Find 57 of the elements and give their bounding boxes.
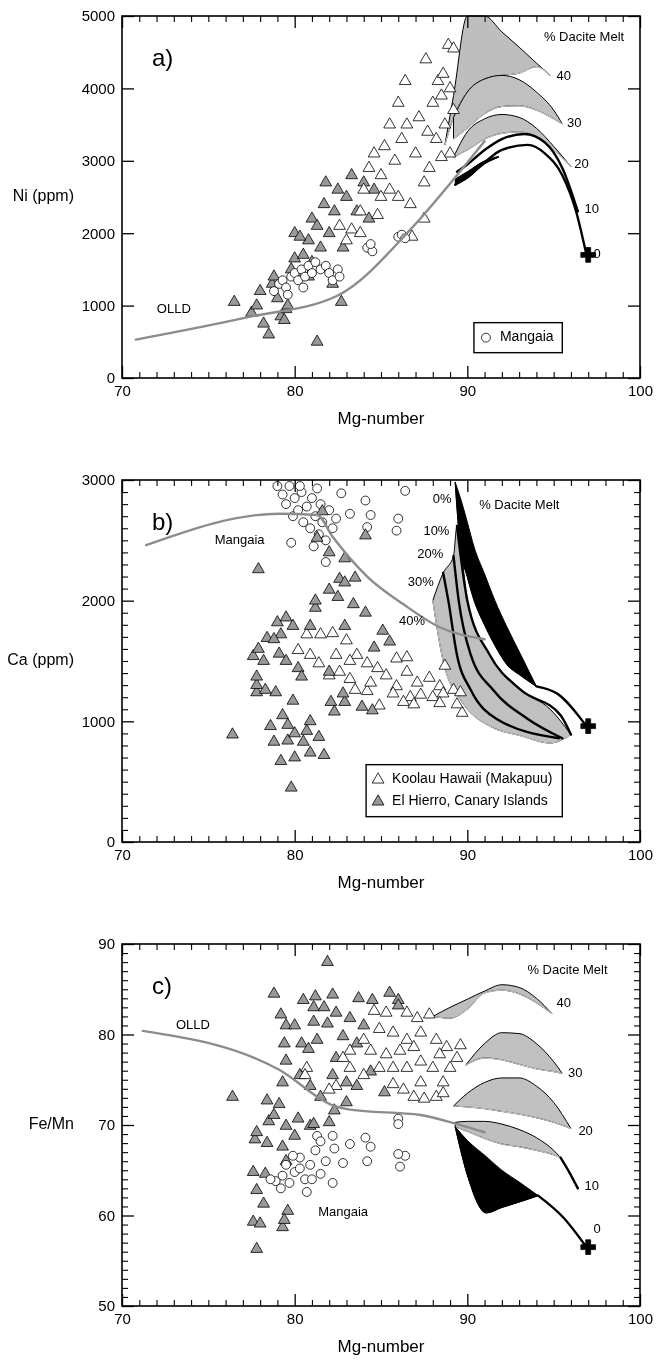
annotation: % Dacite Melt — [527, 961, 608, 977]
annotation: 10 — [584, 1177, 600, 1193]
x-tick-label: 80 — [286, 845, 304, 863]
text: c) — [152, 972, 172, 999]
x-tick-label: 90 — [459, 381, 477, 399]
y-tick-label: 90 — [98, 935, 115, 953]
annotation: Mangaia — [214, 531, 266, 547]
x-tick-label: 100 — [627, 381, 654, 399]
y-tick-label: 0 — [106, 369, 115, 387]
y-axis-title: Fe/Mn — [28, 1115, 74, 1133]
y-tick-label: 50 — [98, 1297, 115, 1315]
legend-label: El Hierro, Canary Islands — [392, 792, 548, 809]
annotation: 40% — [399, 613, 426, 629]
x-axis-title: Mg-number — [337, 409, 425, 428]
x-tick-label: 100 — [627, 845, 654, 863]
annotation: 40 — [556, 68, 572, 84]
annotation: Mangaia — [318, 1204, 369, 1220]
annotation: 30 — [568, 1064, 583, 1080]
y-tick-label: 2000 — [81, 224, 115, 242]
y-axis-title: Ni (ppm) — [12, 187, 74, 205]
text: a) — [152, 44, 174, 71]
y-tick-label: 70 — [98, 1116, 115, 1134]
x-axis-title: Mg-number — [337, 1337, 425, 1356]
y-tick-label: 60 — [98, 1206, 115, 1224]
annotation: % Dacite Melt — [479, 496, 560, 512]
annotation: OLLD — [175, 1016, 210, 1032]
y-tick-label: 1000 — [81, 296, 115, 314]
annotation: % Dacite Melt — [543, 29, 625, 45]
x-tick-label: 90 — [459, 845, 477, 863]
legend-label: Mangaia — [499, 328, 554, 345]
annotation: 30 — [566, 114, 582, 130]
annotation: 0 — [593, 1221, 601, 1237]
x-tick-label: 90 — [459, 1309, 477, 1327]
annotation: 30% — [407, 573, 435, 589]
y-axis-title: Ca (ppm) — [7, 651, 74, 669]
annotation: 0% — [432, 491, 452, 507]
annotation: 20% — [417, 546, 444, 562]
text: b) — [152, 508, 174, 535]
y-tick-label: 0 — [106, 833, 115, 851]
annotation: 20 — [578, 1122, 593, 1138]
annotation: 10% — [423, 523, 450, 539]
legend-label: Koolau Hawaii (Makapuu) — [392, 770, 553, 787]
x-tick-label: 80 — [286, 1309, 304, 1327]
y-tick-label: 2000 — [81, 591, 115, 609]
y-tick-label: 3000 — [81, 471, 115, 489]
x-axis-title: Mg-number — [337, 873, 425, 892]
y-tick-label: 4000 — [81, 79, 115, 97]
annotation: 40 — [556, 995, 572, 1011]
x-tick-label: 100 — [627, 1309, 654, 1327]
annotation: 20 — [574, 156, 589, 172]
annotation: OLLD — [156, 301, 191, 317]
y-tick-label: 1000 — [81, 712, 115, 730]
annotation: 10 — [584, 200, 600, 216]
x-tick-label: 80 — [286, 381, 304, 399]
y-tick-label: 5000 — [81, 7, 115, 25]
y-tick-label: 80 — [98, 1025, 115, 1043]
y-tick-label: 3000 — [81, 152, 115, 170]
